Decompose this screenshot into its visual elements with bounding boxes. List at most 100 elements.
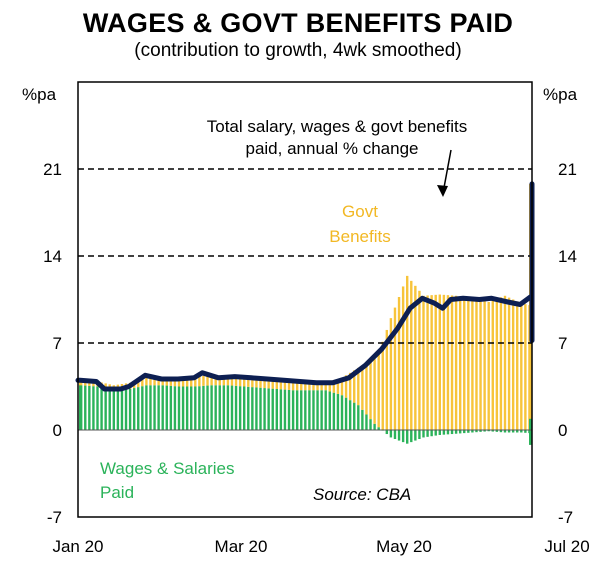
wages-bar-113 [516, 430, 519, 433]
wages-bar-18 [128, 388, 132, 430]
wages-bar-110 [503, 430, 507, 433]
wages-bar-43 [230, 385, 234, 430]
wages-bar-10 [96, 386, 99, 430]
wages-bar-56 [283, 389, 287, 430]
wages-bar-57 [287, 389, 291, 430]
wages-bar-14 [112, 390, 115, 430]
govt-bar-92 [430, 295, 433, 430]
govt-bar-56 [283, 382, 287, 390]
y-tick-right-0: 0 [558, 421, 567, 440]
wages-bar-101 [467, 430, 470, 433]
wages-bar-60 [300, 390, 303, 430]
arrow-head-icon [437, 185, 448, 197]
wages-bar-66 [324, 390, 327, 430]
chart-subtitle: (contribution to growth, 4wk smoothed) [134, 40, 462, 61]
wages-label-2: Paid [100, 483, 134, 502]
wages-bar-85 [401, 430, 405, 443]
govt-bar-65 [320, 382, 323, 391]
wages-bar-104 [479, 430, 482, 432]
govt-bar-72 [348, 372, 352, 401]
wages-bar-79 [377, 427, 380, 430]
govt-bar-48 [251, 378, 254, 388]
govt-benefits-label-1: Govt [342, 202, 378, 221]
wages-bar-63 [312, 390, 315, 430]
wages-bar-111 [507, 430, 511, 433]
govt-bar-35 [198, 376, 201, 387]
govt-bar-113 [516, 301, 519, 430]
govt-bar-105 [483, 301, 486, 430]
govt-bar-102 [471, 298, 474, 430]
wages-bar-24 [153, 385, 156, 430]
wages-bar-109 [499, 430, 503, 433]
govt-bar-71 [344, 375, 348, 398]
wages-bar-36 [202, 385, 205, 430]
x-tick-0: Jan 20 [52, 537, 103, 556]
govt-bar-109 [499, 297, 503, 430]
govt-bar-26 [161, 377, 164, 386]
govt-bar-12 [104, 383, 107, 389]
wages-bar-26 [161, 385, 164, 430]
wages-bar-47 [247, 386, 250, 430]
wages-bar-95 [442, 430, 446, 435]
wages-bar-96 [446, 430, 450, 435]
wages-bar-41 [222, 385, 226, 430]
govt-bar-89 [418, 290, 421, 430]
wages-bar-32 [185, 386, 189, 430]
govt-bar-98 [454, 295, 458, 430]
govt-bar-84 [397, 297, 401, 430]
govt-bar-100 [463, 297, 466, 430]
total-annotation-line-1: Total salary, wages & govt benefits [207, 117, 468, 136]
govt-bar-82 [389, 318, 393, 430]
wages-bar-58 [291, 390, 295, 430]
govt-bar-27 [165, 377, 168, 386]
govt-bar-80 [381, 341, 384, 430]
wages-bar-102 [471, 430, 474, 433]
govt-bar-59 [295, 382, 299, 391]
wages-bar-99 [458, 430, 462, 434]
wages-bar-68 [332, 392, 336, 430]
wages-bar-25 [157, 385, 160, 430]
govt-bar-50 [259, 379, 262, 388]
y-unit-right: %pa [543, 85, 578, 104]
wages-bar-100 [463, 430, 466, 434]
wages-bar-67 [328, 391, 331, 430]
wages-bar-13 [108, 389, 111, 430]
stacked-bars [79, 183, 532, 445]
wages-bar-33 [190, 386, 193, 430]
wages-bar-19 [132, 388, 136, 430]
plot-frame [77, 81, 533, 518]
y-tick-right-14: 14 [558, 247, 577, 266]
wages-bar-52 [267, 388, 270, 430]
govt-bar-79 [377, 350, 380, 428]
govt-bar-87 [410, 280, 413, 430]
wages-bar-83 [393, 430, 397, 440]
govt-bar-96 [446, 295, 450, 430]
wages-bar-61 [304, 390, 307, 430]
total-annotation-line-2: paid, annual % change [246, 139, 419, 158]
wages-bar-103 [475, 430, 478, 433]
y-ticks-right: -7 0 7 14 21 [558, 160, 577, 527]
govt-bar-62 [308, 382, 311, 391]
govt-bar-107 [491, 300, 494, 430]
wages-bar-11 [100, 387, 103, 430]
wages-bar-50 [259, 387, 262, 430]
govt-bar-55 [279, 381, 283, 390]
wages-bar-27 [165, 385, 168, 430]
govt-bar-53 [271, 380, 274, 389]
govt-bar-90 [422, 295, 425, 430]
govt-bar-101 [467, 297, 470, 430]
wages-bar-88 [414, 430, 417, 441]
govt-bar-111 [507, 297, 511, 430]
wages-bar-44 [234, 385, 238, 430]
govt-bar-37 [206, 375, 209, 386]
govt-bar-24 [153, 377, 156, 386]
wages-bar-81 [385, 430, 389, 435]
wages-bar-71 [344, 397, 348, 430]
wages-bar-49 [255, 387, 258, 430]
govt-bar-97 [450, 295, 454, 430]
govt-bar-34 [194, 376, 197, 387]
govt-bar-45 [238, 377, 242, 387]
wages-bar-8 [88, 385, 91, 430]
wages-bar-42 [226, 385, 230, 430]
govt-bar-58 [291, 382, 295, 391]
